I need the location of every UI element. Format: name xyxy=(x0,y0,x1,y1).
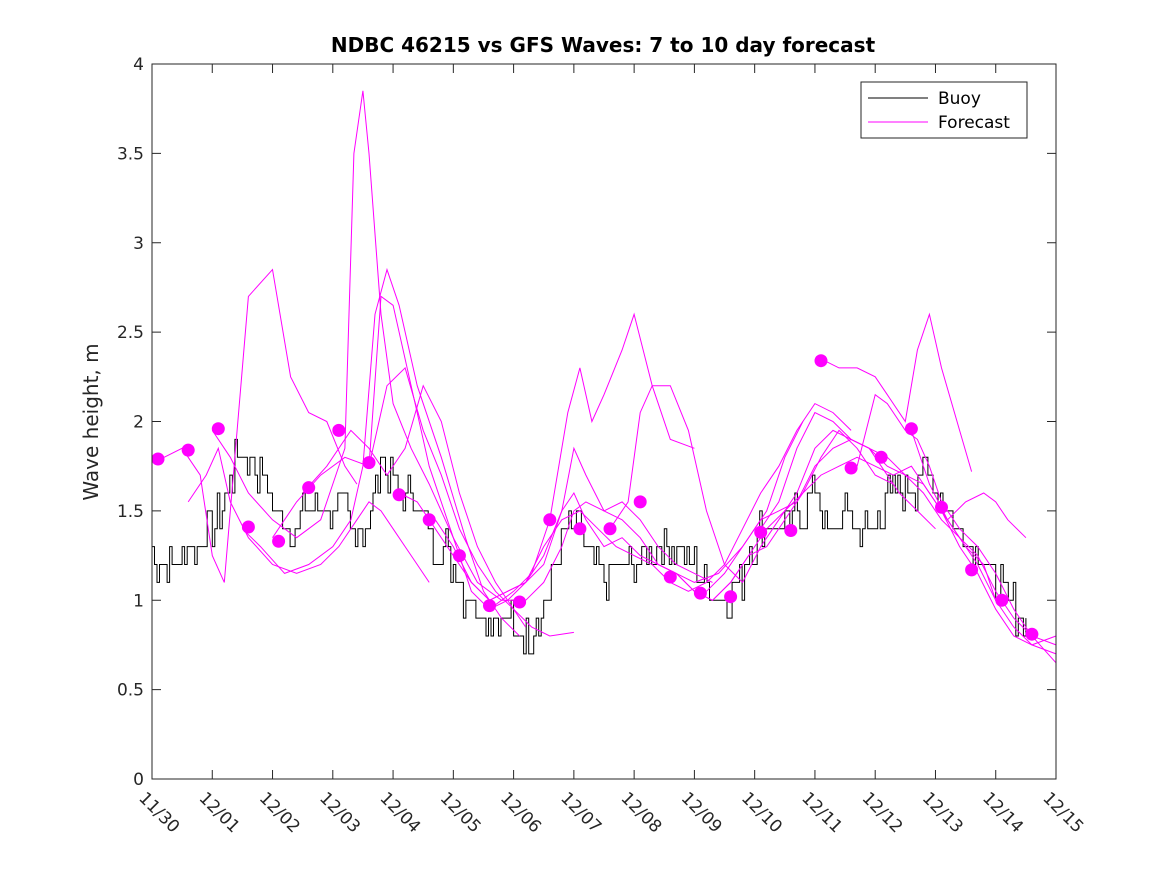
forecast-line-1 xyxy=(163,268,358,583)
y-tick-label: 2.5 xyxy=(117,323,144,343)
y-tick-label: 1.5 xyxy=(117,502,144,522)
forecast-marker xyxy=(1025,627,1039,641)
forecast-marker xyxy=(844,461,858,475)
forecast-marker xyxy=(874,450,888,464)
forecast-marker xyxy=(633,495,647,509)
y-tick-label: 0 xyxy=(133,770,144,790)
forecast-marker xyxy=(784,524,798,537)
y-tick-label: 4 xyxy=(133,55,144,75)
forecast-marker xyxy=(693,586,707,600)
forecast-marker xyxy=(151,452,165,466)
legend-box xyxy=(860,81,1028,139)
forecast-marker xyxy=(181,443,195,457)
forecast-marker xyxy=(513,595,527,609)
y-tick-label: 0.5 xyxy=(117,681,144,701)
forecast-marker xyxy=(814,354,828,368)
forecast-marker xyxy=(904,422,918,436)
y-tick-label: 3 xyxy=(133,234,144,254)
forecast-line-18 xyxy=(910,430,1027,539)
forecast-marker xyxy=(573,522,587,536)
forecast-line-9 xyxy=(434,421,804,601)
forecast-marker xyxy=(663,570,677,584)
forecast-marker xyxy=(272,534,286,548)
legend-forecast-label: Forecast xyxy=(938,113,1010,133)
legend: Buoy Forecast xyxy=(860,81,1028,139)
axes-background xyxy=(152,64,1056,779)
y-axis-label: Wave height, m xyxy=(79,343,103,500)
forecast-line-19 xyxy=(941,510,1057,646)
buoy-series-layer xyxy=(152,438,1027,655)
forecast-marker xyxy=(603,522,617,536)
y-tick-label: 2 xyxy=(133,413,144,433)
forecast-marker xyxy=(302,481,316,495)
forecast-marker xyxy=(754,525,768,539)
forecast-line-16 xyxy=(820,312,973,472)
chart-title: NDBC 46215 vs GFS Waves: 7 to 10 day for… xyxy=(331,33,876,57)
y-tick-label: 3.5 xyxy=(117,144,144,164)
forecast-marker xyxy=(452,549,466,563)
forecast-marker xyxy=(422,513,436,527)
forecast-line-7 xyxy=(368,295,695,610)
forecast-marker xyxy=(935,500,948,514)
y-tick-label: 1 xyxy=(133,591,144,611)
forecast-marker xyxy=(332,423,346,437)
forecast-marker xyxy=(211,422,225,436)
forecast-marker xyxy=(483,599,496,613)
forecast-marker-layer xyxy=(151,354,1039,641)
legend-buoy-label: Buoy xyxy=(938,89,981,109)
buoy-line xyxy=(152,438,1027,655)
forecast-marker xyxy=(392,488,406,502)
forecast-marker xyxy=(965,563,979,577)
forecast-line-2 xyxy=(187,446,430,583)
forecast-line-6 xyxy=(302,384,574,637)
forecast-line-4 xyxy=(242,267,520,637)
forecast-marker xyxy=(241,520,255,534)
forecast-marker xyxy=(362,456,376,470)
forecast-marker xyxy=(543,513,557,527)
forecast-marker xyxy=(724,590,738,604)
forecast-marker xyxy=(995,593,1009,607)
